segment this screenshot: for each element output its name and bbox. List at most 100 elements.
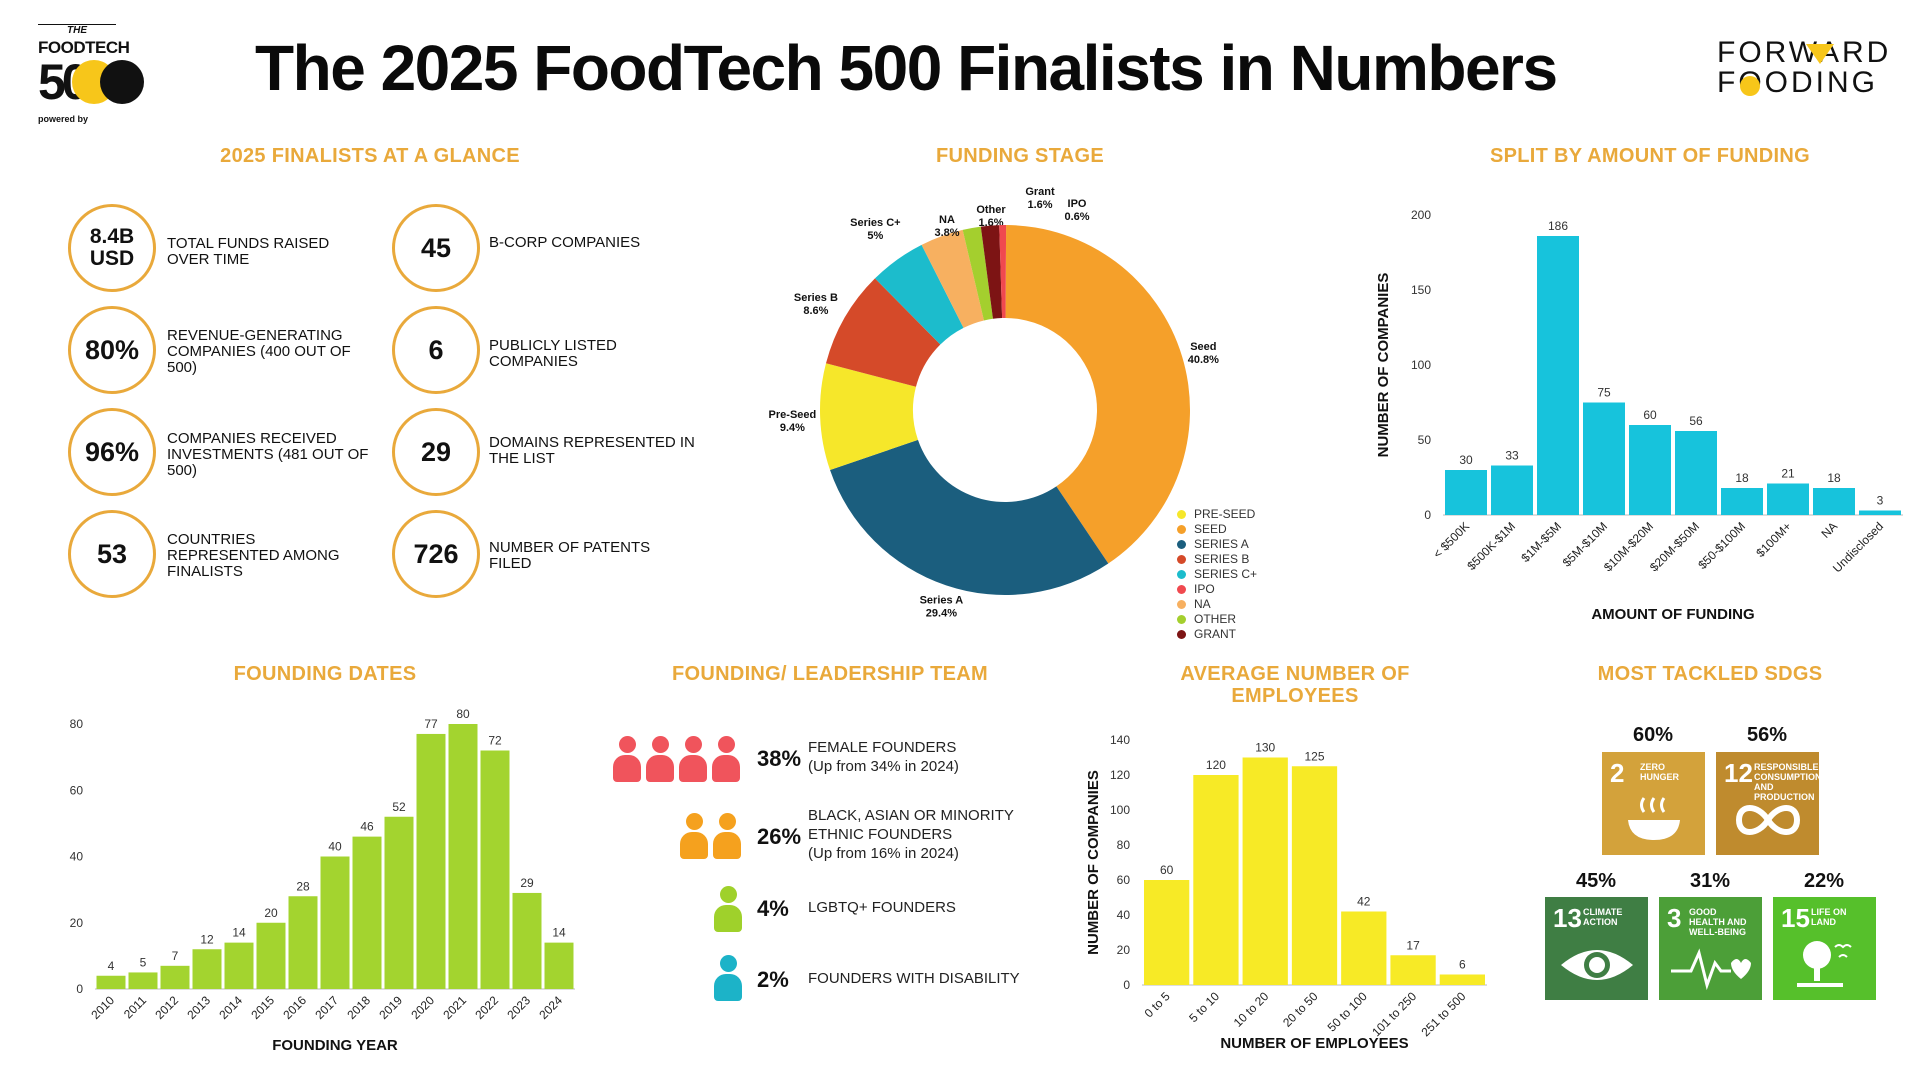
bar-2022 <box>480 750 510 989</box>
employees-title-text: AVERAGE NUMBER OF EMPLOYEES <box>1180 663 1410 707</box>
sdg-15-label: LIFE ON LAND <box>1811 907 1847 927</box>
y-tick-label: 50 <box>1418 433 1432 447</box>
legend-item: SERIES B <box>1177 552 1257 567</box>
brand-triangle-icon <box>1806 44 1834 64</box>
stat-circle-revenue: 80% <box>68 306 156 394</box>
person-icon <box>678 736 708 782</box>
legend-item: GRANT <box>1177 627 1257 642</box>
x-tick-label: 10 to 20 <box>1231 989 1272 1030</box>
disability-founders-icons <box>713 955 746 1006</box>
minority-founders-line2: ETHNIC FOUNDERS <box>808 826 953 843</box>
bar-2015 <box>256 922 286 989</box>
x-tick-label: 2024 <box>536 993 565 1022</box>
stat-circle-listed: 6 <box>392 306 480 394</box>
person-head <box>685 736 702 753</box>
sdg-2-num: 2 <box>1610 758 1625 788</box>
bar-value-label: 130 <box>1255 741 1275 755</box>
y-tick-label: 100 <box>1411 358 1431 372</box>
bar-value-label: 60 <box>1160 863 1174 877</box>
y-tick-label: 20 <box>70 916 84 930</box>
sdg-13-label: CLIMATE ACTION <box>1583 907 1623 927</box>
legend-label: SERIES B <box>1194 552 1250 566</box>
x-tick-label: 2010 <box>88 993 117 1022</box>
legend-dot <box>1177 555 1186 564</box>
legend-label: GRANT <box>1194 627 1236 641</box>
person-body <box>714 905 742 932</box>
legend-item: SERIES A <box>1177 537 1257 552</box>
donut-slice-other <box>962 226 993 321</box>
heartbeat-icon <box>1671 948 1751 991</box>
stat-circle-patents: 726 <box>392 510 480 598</box>
donut-label-name: Seed <box>1190 341 1216 353</box>
legend-item: SEED <box>1177 522 1257 537</box>
minority-founders-pct: 26% <box>757 824 802 849</box>
person-body <box>646 755 674 782</box>
bar-value-label: 42 <box>1357 895 1371 909</box>
stat-value: 8.4B USD <box>89 225 135 270</box>
donut-label-name: Grant <box>1025 186 1055 198</box>
donut-label-name: Other <box>976 204 1006 216</box>
donut-slice-ipo <box>999 225 1007 319</box>
bar-2020 <box>416 733 446 989</box>
team-title: FOUNDING/ LEADERSHIP TEAM <box>671 663 989 685</box>
sdg-3-pct: 31% <box>1689 870 1731 892</box>
legend-label: SERIES C+ <box>1194 567 1258 581</box>
y-tick-label: 120 <box>1110 768 1130 782</box>
bar-value-label: 17 <box>1406 938 1420 952</box>
y-tick-label: 0 <box>1123 978 1130 992</box>
legend-dot <box>1177 630 1186 639</box>
bar-2012 <box>160 965 190 989</box>
bowl-icon <box>1628 797 1680 840</box>
bar-value-label: 7 <box>172 949 179 963</box>
donut-label-name: Pre-Seed <box>769 409 817 421</box>
minority-founders-text: BLACK, ASIAN OR MINORITY ETHNIC FOUNDERS… <box>808 806 1014 863</box>
legend-label: OTHER <box>1194 612 1236 626</box>
sdg-15-num: 15 <box>1781 903 1810 933</box>
stat-value: 96% <box>84 436 140 467</box>
sdg-12-label: RESPONSIBLE CONSUMPTION AND PRODUCTION <box>1754 762 1822 802</box>
x-axis-title: NUMBER OF EMPLOYEES <box>1220 1035 1408 1052</box>
x-tick-label: NA <box>1818 519 1840 541</box>
disability-founders-pct: 2% <box>757 967 789 992</box>
x-tick-label: $20M-$50M <box>1647 519 1702 574</box>
y-tick-label: 0 <box>1424 508 1431 522</box>
person-body <box>713 832 741 859</box>
donut-label-value: 9.4% <box>780 422 805 434</box>
person-icon <box>712 813 742 859</box>
stat-label-investments: COMPANIES RECEIVED INVESTMENTS (481 out … <box>167 430 369 479</box>
sdg-3-tile: 3 GOOD HEALTH AND WELL-BEING <box>1659 897 1762 1000</box>
legend-label: PRE-SEED <box>1194 507 1256 521</box>
person-icon <box>713 955 743 1001</box>
legend-item: PRE-SEED <box>1177 507 1257 522</box>
infinity-icon <box>1735 805 1801 835</box>
x-tick-label: 2020 <box>408 993 437 1022</box>
bar-value-label: 21 <box>1781 467 1795 481</box>
bar--10m-20m <box>1629 425 1671 515</box>
person-body <box>714 974 742 1001</box>
donut-label-name: IPO <box>1068 198 1087 210</box>
bar-2014 <box>224 942 254 989</box>
sdg-12-tile: 12 RESPONSIBLE CONSUMPTION AND PRODUCTIO… <box>1716 752 1822 855</box>
x-tick-label: 2019 <box>376 993 405 1022</box>
stat-circle-countries: 53 <box>68 510 156 598</box>
sdg-13-pct: 45% <box>1575 870 1617 892</box>
bar-value-label: 14 <box>552 926 566 940</box>
y-tick-label: 60 <box>1117 873 1131 887</box>
bar-value-label: 29 <box>520 876 534 890</box>
bar-value-label: 77 <box>424 717 438 731</box>
legend-dot <box>1177 585 1186 594</box>
legend-dot <box>1177 570 1186 579</box>
bar-50-to-100 <box>1341 911 1387 985</box>
sdg-12-pct: 56% <box>1746 724 1788 746</box>
bar-value-label: 56 <box>1689 414 1703 428</box>
female-founders-icons <box>612 736 744 787</box>
stat-value: 6 <box>428 334 444 365</box>
legend-label: NA <box>1194 597 1211 611</box>
donut-label-value: 0.6% <box>1064 211 1089 223</box>
sdg-15-tile: 15 LIFE ON LAND <box>1773 897 1876 1000</box>
bar-0-to-5 <box>1144 880 1190 985</box>
lgbtq-founders-pct: 4% <box>757 896 789 921</box>
page-title: The 2025 FoodTech 500 Finalists in Numbe… <box>255 32 1558 104</box>
disability-founders-text: FOUNDERS WITH DISABILITY <box>808 970 1020 987</box>
legend-item: NA <box>1177 597 1257 612</box>
